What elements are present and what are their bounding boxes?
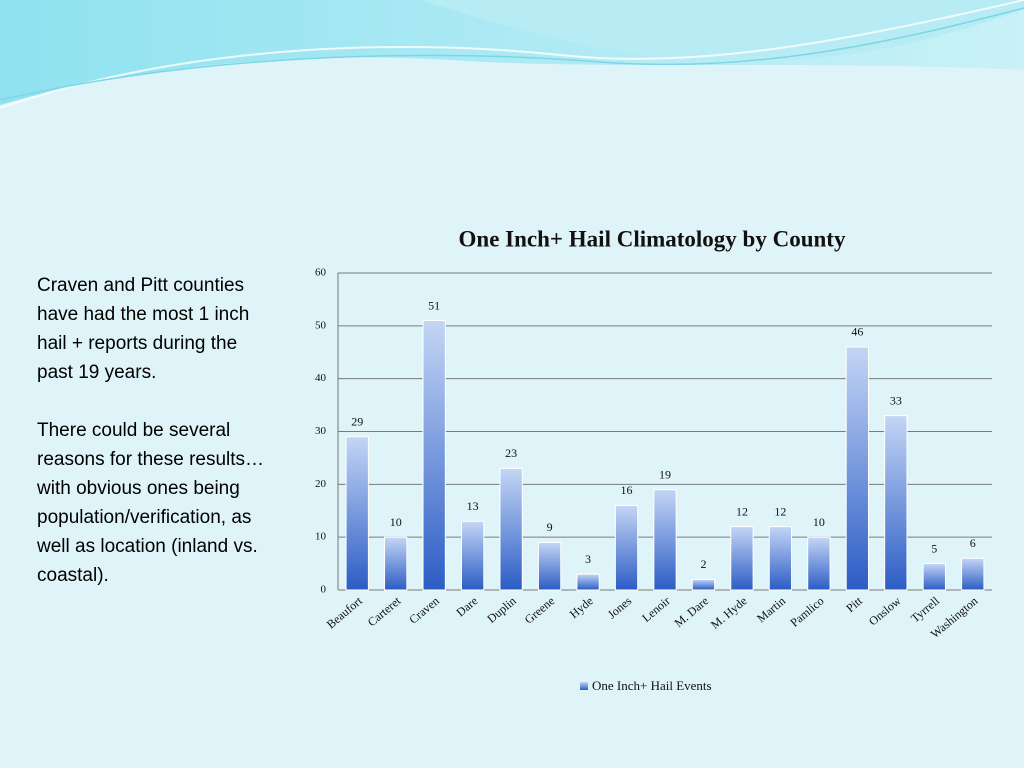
bar	[653, 489, 677, 591]
bar	[422, 320, 446, 591]
x-tick-label: Lenoir	[639, 594, 673, 625]
bar	[884, 415, 908, 591]
bar	[961, 557, 985, 591]
bar	[807, 536, 831, 591]
paragraph: There could be several reasons for these…	[37, 420, 265, 586]
value-label: 6	[970, 536, 976, 550]
value-label: 23	[505, 446, 517, 460]
bar	[384, 536, 408, 591]
bar	[460, 520, 485, 591]
y-tick-label: 50	[315, 319, 327, 331]
bar	[768, 526, 793, 591]
value-label: 5	[931, 541, 937, 555]
y-tick-label: 60	[315, 267, 327, 279]
y-tick-label: 0	[321, 584, 327, 596]
y-tick-label: 20	[315, 478, 327, 490]
value-label: 3	[585, 552, 591, 566]
x-tick-label: Beaufort	[324, 593, 366, 631]
value-label: 12	[736, 504, 748, 518]
legend-label: One Inch+ Hail Events	[592, 678, 712, 693]
bar	[345, 436, 369, 591]
x-tick-label: Onslow	[866, 593, 904, 628]
value-label: 29	[351, 415, 363, 429]
x-tick-label: Hyde	[567, 594, 596, 621]
value-label: 10	[813, 515, 825, 529]
bar	[845, 346, 870, 591]
y-tick-label: 30	[315, 425, 327, 437]
x-tick-label: Martin	[754, 594, 788, 626]
y-tick-label: 40	[315, 372, 327, 384]
value-label: 2	[700, 557, 706, 571]
bar	[922, 563, 946, 591]
x-tick-label: M. Hyde	[708, 594, 750, 632]
paragraph: Craven and Pitt counties have had the mo…	[37, 275, 250, 383]
bar	[691, 578, 716, 591]
value-label: 13	[467, 499, 479, 513]
value-label: 12	[774, 504, 786, 518]
value-label: 46	[851, 325, 863, 339]
x-tick-label: Pitt	[843, 593, 865, 615]
x-tick-label: Pamlico	[787, 594, 826, 630]
y-tick-label: 10	[315, 531, 327, 543]
x-tick-label: Craven	[406, 594, 442, 627]
wave-line	[0, 7, 1024, 101]
bar	[730, 526, 754, 591]
side-text: Craven and Pitt counties have had the mo…	[37, 271, 277, 619]
x-tick-label: Greene	[522, 594, 558, 627]
x-tick-label: M. Dare	[672, 594, 712, 630]
value-label: 33	[890, 393, 902, 407]
legend-swatch	[580, 682, 588, 690]
x-tick-label: Jones	[605, 593, 635, 621]
x-tick-label: Carteret	[365, 593, 404, 629]
x-tick-label: Dare	[453, 594, 480, 620]
value-label: 10	[390, 515, 402, 529]
x-tick-label: Duplin	[484, 594, 519, 626]
wave-line	[0, 0, 1024, 109]
bar	[614, 504, 639, 591]
chart-title: One Inch+ Hail Climatology by County	[459, 226, 846, 251]
bar	[537, 541, 562, 591]
bar	[499, 467, 523, 591]
x-tick-label: Tyrrell	[908, 593, 942, 625]
bar	[576, 573, 600, 591]
header-wave	[420, 0, 1024, 60]
value-label: 16	[621, 483, 633, 497]
value-label: 51	[428, 298, 440, 312]
value-label: 19	[659, 467, 671, 481]
value-label: 9	[547, 520, 553, 534]
